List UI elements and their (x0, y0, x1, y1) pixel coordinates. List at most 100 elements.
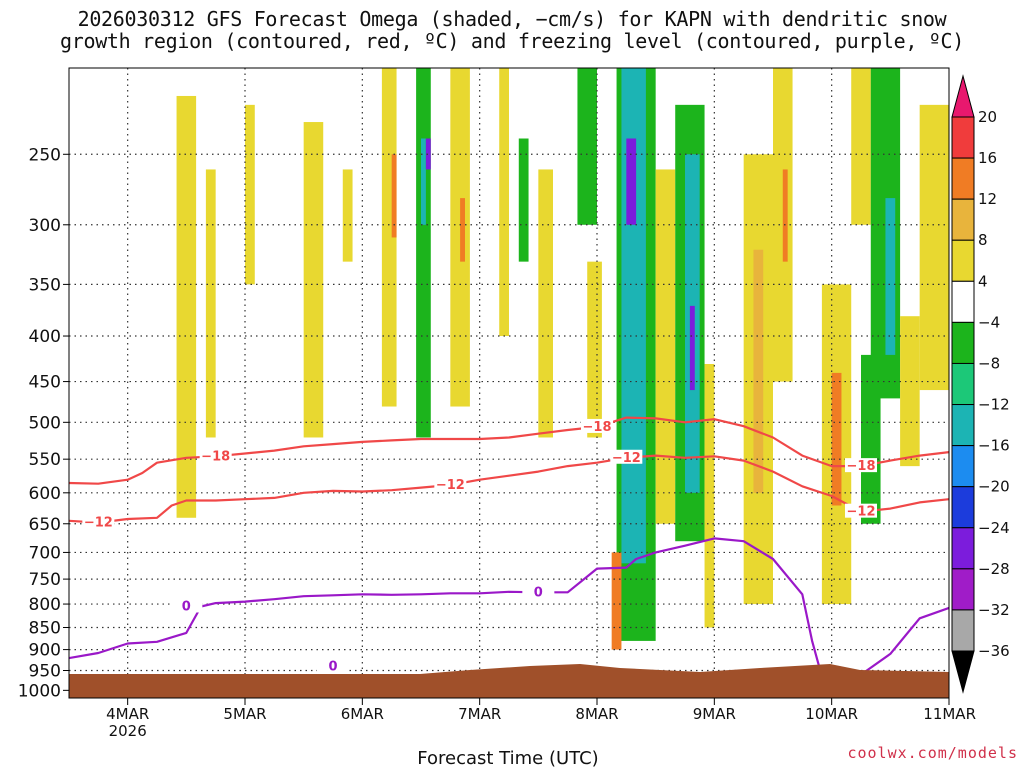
omega-cell-1 (205, 169, 216, 438)
omega-cell-3 (303, 122, 324, 438)
omega-cell-11 (460, 198, 465, 262)
colorbar-swatch-5 (951, 321, 975, 364)
contour-label-minus18-b: −18 (583, 420, 612, 435)
chart-title-line-2: growth region (contoured, red, ºC) and f… (59, 29, 965, 53)
y-tick-label-700: 700 (29, 543, 61, 563)
y-tick-label-350: 350 (29, 275, 61, 295)
y-tick-label-500: 500 (29, 413, 61, 433)
omega-cell-27 (753, 249, 764, 493)
omega-cell-35 (885, 198, 896, 355)
x-tick-label-4MAR: 4MAR (106, 705, 149, 723)
x-axis-title: Forecast Time (UTC) (417, 748, 598, 768)
contour-label-minus12-c-bg (610, 449, 643, 464)
chart-title-line-1: 2026030312 GFS Forecast Omega (shaded, −… (77, 7, 947, 31)
colorbar-swatch-4 (951, 280, 975, 323)
colorbar-label-4: 4 (978, 272, 988, 290)
contour-label-minus18-c: −18 (847, 459, 876, 474)
contour-label-zero-b: 0 (534, 585, 543, 600)
omega-cell-12 (499, 68, 509, 337)
omega-cell-2 (245, 104, 255, 285)
contour-label-minus12-b: −12 (436, 478, 465, 493)
y-tick-label-650: 650 (29, 515, 61, 535)
colorbar-swatch-0 (951, 116, 975, 159)
y-tick-label-550: 550 (29, 450, 61, 470)
colorbar-swatch-8 (951, 445, 975, 488)
colorbar-label-11: −28 (978, 560, 1010, 578)
y-tick-label-600: 600 (29, 484, 61, 504)
y-tick-label-950: 950 (29, 662, 61, 682)
y-tick-label-400: 400 (29, 327, 61, 347)
contour-label-minus12-a: −12 (84, 516, 113, 531)
omega-cell-5 (381, 68, 397, 407)
x-tick-label-10MAR: 10MAR (805, 705, 858, 723)
colorbar-top-arrow (951, 74, 975, 118)
contour-label-zero-a: 0 (182, 599, 191, 614)
credit-text: coolwx.com/models (847, 744, 1018, 762)
colorbar-swatch-3 (951, 239, 975, 282)
colorbar-swatch-10 (951, 527, 975, 570)
colorbar-swatch-2 (951, 198, 975, 241)
y-tick-label-300: 300 (29, 216, 61, 236)
omega-cell-36 (900, 316, 920, 467)
y-tick-label-1000: 1000 (18, 681, 61, 701)
omega-cell-32 (851, 68, 871, 225)
contour-freezing-zero (69, 537, 949, 678)
colorbar-label-3: 8 (978, 231, 988, 249)
colorbar-label-13: −36 (978, 642, 1010, 660)
colorbar-label-9: −20 (978, 478, 1010, 496)
colorbar-label-7: −12 (978, 396, 1010, 414)
omega-cell-37 (919, 104, 949, 391)
omega-cell-16 (587, 261, 602, 438)
terrain-ground (69, 674, 949, 698)
colorbar-label-5: −4 (978, 313, 1000, 331)
y-tick-label-750: 750 (29, 570, 61, 590)
colorbar-swatch-12 (951, 609, 975, 652)
omega-cell-6 (391, 154, 397, 238)
omega-cell-31 (831, 372, 842, 506)
omega-cell-7 (416, 68, 431, 438)
contour-label-minus12-a-bg (82, 514, 115, 529)
contour-dgz-minus12 (69, 454, 949, 524)
colorbar-label-0: 20 (978, 108, 997, 126)
y-tick-label-800: 800 (29, 595, 61, 615)
omega-cell-8 (421, 138, 426, 225)
omega-cell-0 (176, 95, 197, 518)
omega-cell-29 (782, 169, 788, 262)
omega-cell-24 (689, 305, 695, 391)
omega-cell-15 (577, 68, 597, 225)
colorbar-swatch-9 (951, 486, 975, 529)
chart-title: 2026030312 GFS Forecast Omega (shaded, −… (0, 8, 1024, 52)
colorbar-label-1: 16 (978, 149, 997, 167)
omega-cell-19 (626, 138, 637, 225)
omega-cell-21 (655, 169, 676, 524)
colorbar-bottom-arrow (951, 650, 975, 694)
contour-label-minus18-c-bg (845, 458, 877, 473)
contour-label-minus18-a-bg (199, 448, 232, 463)
y-tick-label-850: 850 (29, 618, 61, 638)
contour-label-minus12-c: −12 (612, 451, 641, 466)
omega-cell-14 (538, 169, 553, 438)
x-tick-label-8MAR: 8MAR (575, 705, 618, 723)
y-tick-label-900: 900 (29, 641, 61, 661)
x-tick-label-7MAR: 7MAR (458, 705, 501, 723)
x-year-label: 2026 (109, 722, 147, 740)
y-tick-label-450: 450 (29, 373, 61, 393)
x-tick-label-5MAR: 5MAR (223, 705, 266, 723)
contour-label-zero-a-bg (170, 598, 203, 613)
colorbar-swatch-7 (951, 404, 975, 447)
contour-label-zero-b-bg (522, 584, 555, 599)
omega-cell-25 (704, 363, 715, 628)
contour-dgz-minus18 (69, 416, 949, 485)
colorbar-label-12: −32 (978, 601, 1010, 619)
colorbar-label-10: −24 (978, 519, 1010, 537)
omega-cell-9 (425, 138, 431, 170)
colorbar-legend: 20 16 12 8 4 −4 −8 −12 −16 −20 −24 −28 −32 −36 (951, 74, 1010, 694)
colorbar-label-6: −8 (978, 354, 1000, 372)
x-tick-label-6MAR: 6MAR (341, 705, 384, 723)
contour-label-minus18-a: −18 (201, 449, 230, 464)
contour-label-zero-c-bg (317, 658, 349, 673)
contour-label-minus12-d: −12 (847, 505, 876, 520)
colorbar-swatch-6 (951, 362, 975, 406)
x-axis: 4MAR 5MAR 6MAR 7MAR 8MAR 9MAR 10MAR 11MAR 2026 (106, 698, 976, 740)
colorbar-swatch-1 (951, 157, 975, 200)
